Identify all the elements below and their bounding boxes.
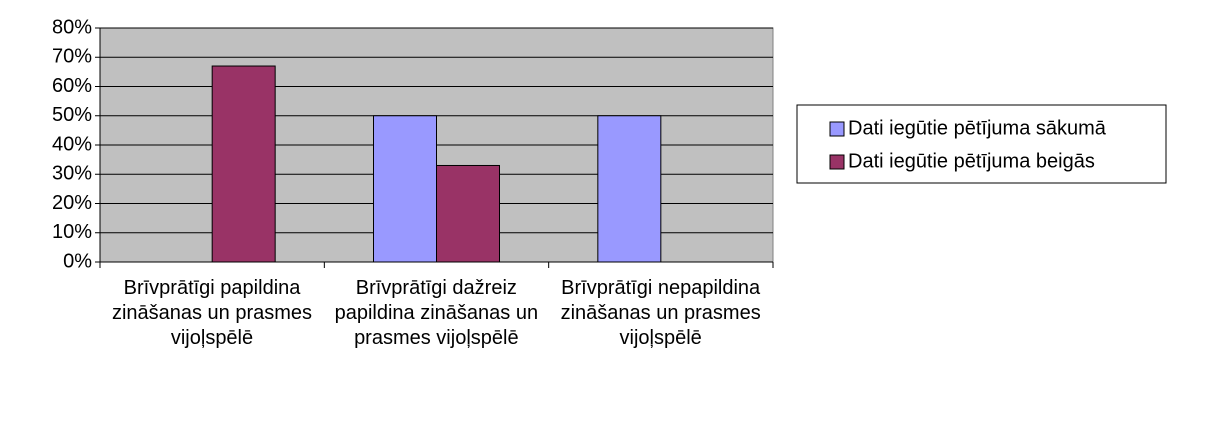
y-tick-label: 80% xyxy=(52,16,92,38)
y-tick-label: 0% xyxy=(63,250,92,272)
y-tick-label: 50% xyxy=(52,104,92,126)
legend-swatch xyxy=(829,121,845,137)
bar xyxy=(211,65,276,263)
bar xyxy=(436,164,500,263)
y-tick-label: 20% xyxy=(52,192,92,214)
x-tick-label: Brīvprātīgi nepapildina zināšanas un pra… xyxy=(560,277,761,349)
legend-swatch xyxy=(829,154,845,170)
y-tick-label: 40% xyxy=(52,133,92,155)
y-tick-label: 70% xyxy=(52,46,92,68)
bar xyxy=(597,115,662,263)
y-tick-label: 30% xyxy=(52,163,92,185)
bar xyxy=(373,115,437,263)
legend-box xyxy=(796,104,1167,184)
x-tick-label: Brīvprātīgi papildina zināšanas un prasm… xyxy=(111,277,313,349)
legend-label: Dati iegūtie pētījuma sākumā xyxy=(848,117,1107,139)
x-tick-label: Brīvprātīgi dažreiz papildina zināšanas … xyxy=(334,277,539,349)
y-tick-label: 60% xyxy=(52,75,92,97)
y-tick-label: 10% xyxy=(52,221,92,243)
legend-label: Dati iegūtie pētījuma beigās xyxy=(848,150,1095,172)
